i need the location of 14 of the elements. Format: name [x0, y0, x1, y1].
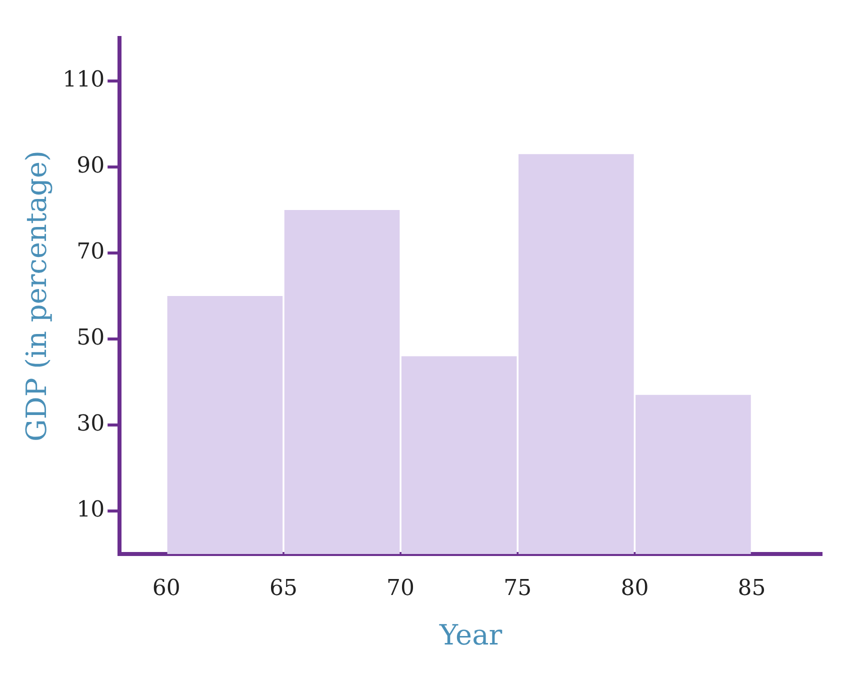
- y-tick-label: 10: [76, 498, 105, 523]
- x-tick-label: 80: [620, 576, 649, 601]
- y-axis-title: GDP (in percentage): [20, 150, 54, 442]
- x-tick-label: 85: [738, 576, 766, 601]
- x-tick-label: 60: [152, 576, 180, 601]
- x-tick-label: 75: [504, 576, 532, 601]
- x-axis-title: Year: [438, 618, 503, 652]
- y-tick-label: 50: [76, 326, 105, 351]
- y-tick-label: 30: [76, 412, 105, 437]
- x-tick-label: 65: [269, 576, 298, 601]
- x-tick-label: 70: [386, 576, 415, 601]
- y-tick-label: 110: [62, 68, 105, 93]
- y-tick-label: 90: [76, 154, 105, 179]
- y-tick-label: 70: [76, 240, 105, 265]
